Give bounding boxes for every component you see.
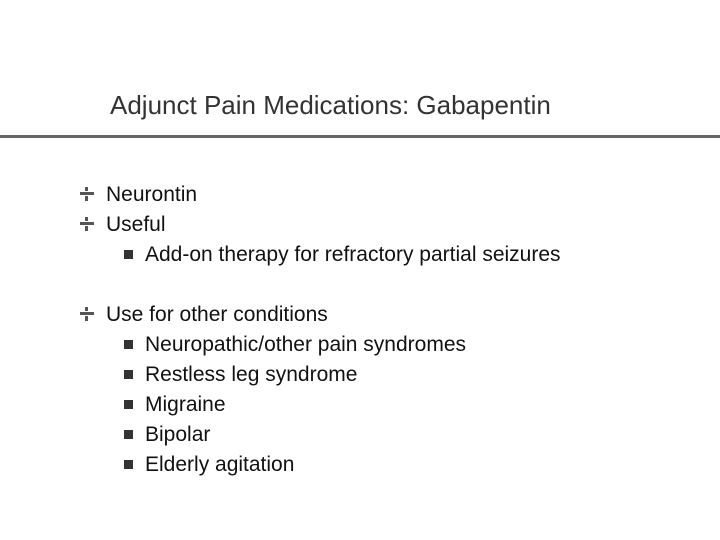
square-bullet-icon: [124, 400, 133, 409]
list-gap: [80, 270, 670, 300]
list-item: Add-on therapy for refractory partial se…: [124, 240, 670, 270]
list-item-text: Add-on therapy for refractory partial se…: [145, 240, 561, 270]
slide-title: Adjunct Pain Medications: Gabapentin: [110, 90, 551, 121]
square-bullet-icon: [124, 430, 133, 439]
slide: Adjunct Pain Medications: Gabapentin Neu…: [0, 0, 720, 540]
square-bullet-icon: [124, 370, 133, 379]
square-bullet-icon: [124, 250, 133, 259]
title-underline: [0, 135, 720, 138]
cross-bullet-icon: [80, 217, 94, 231]
list-item-text: Use for other conditions: [106, 300, 328, 330]
list-item-text: Neuropathic/other pain syndromes: [145, 330, 466, 360]
list-item-text: Elderly agitation: [145, 450, 294, 480]
list-item: Useful: [80, 210, 670, 240]
square-bullet-icon: [124, 460, 133, 469]
list-item: Migraine: [124, 390, 670, 420]
list-item: Neurontin: [80, 180, 670, 210]
list-item-text: Bipolar: [145, 420, 210, 450]
square-bullet-icon: [124, 340, 133, 349]
cross-bullet-icon: [80, 187, 94, 201]
list-item-text: Neurontin: [106, 180, 197, 210]
list-item-text: Migraine: [145, 390, 226, 420]
list-item: Restless leg syndrome: [124, 360, 670, 390]
list-item: Neuropathic/other pain syndromes: [124, 330, 670, 360]
list-item: Elderly agitation: [124, 450, 670, 480]
list-item: Bipolar: [124, 420, 670, 450]
cross-bullet-icon: [80, 307, 94, 321]
slide-body: Neurontin Useful Add-on therapy for refr…: [80, 180, 670, 480]
list-item: Use for other conditions: [80, 300, 670, 330]
list-item-text: Useful: [106, 210, 166, 240]
list-item-text: Restless leg syndrome: [145, 360, 357, 390]
